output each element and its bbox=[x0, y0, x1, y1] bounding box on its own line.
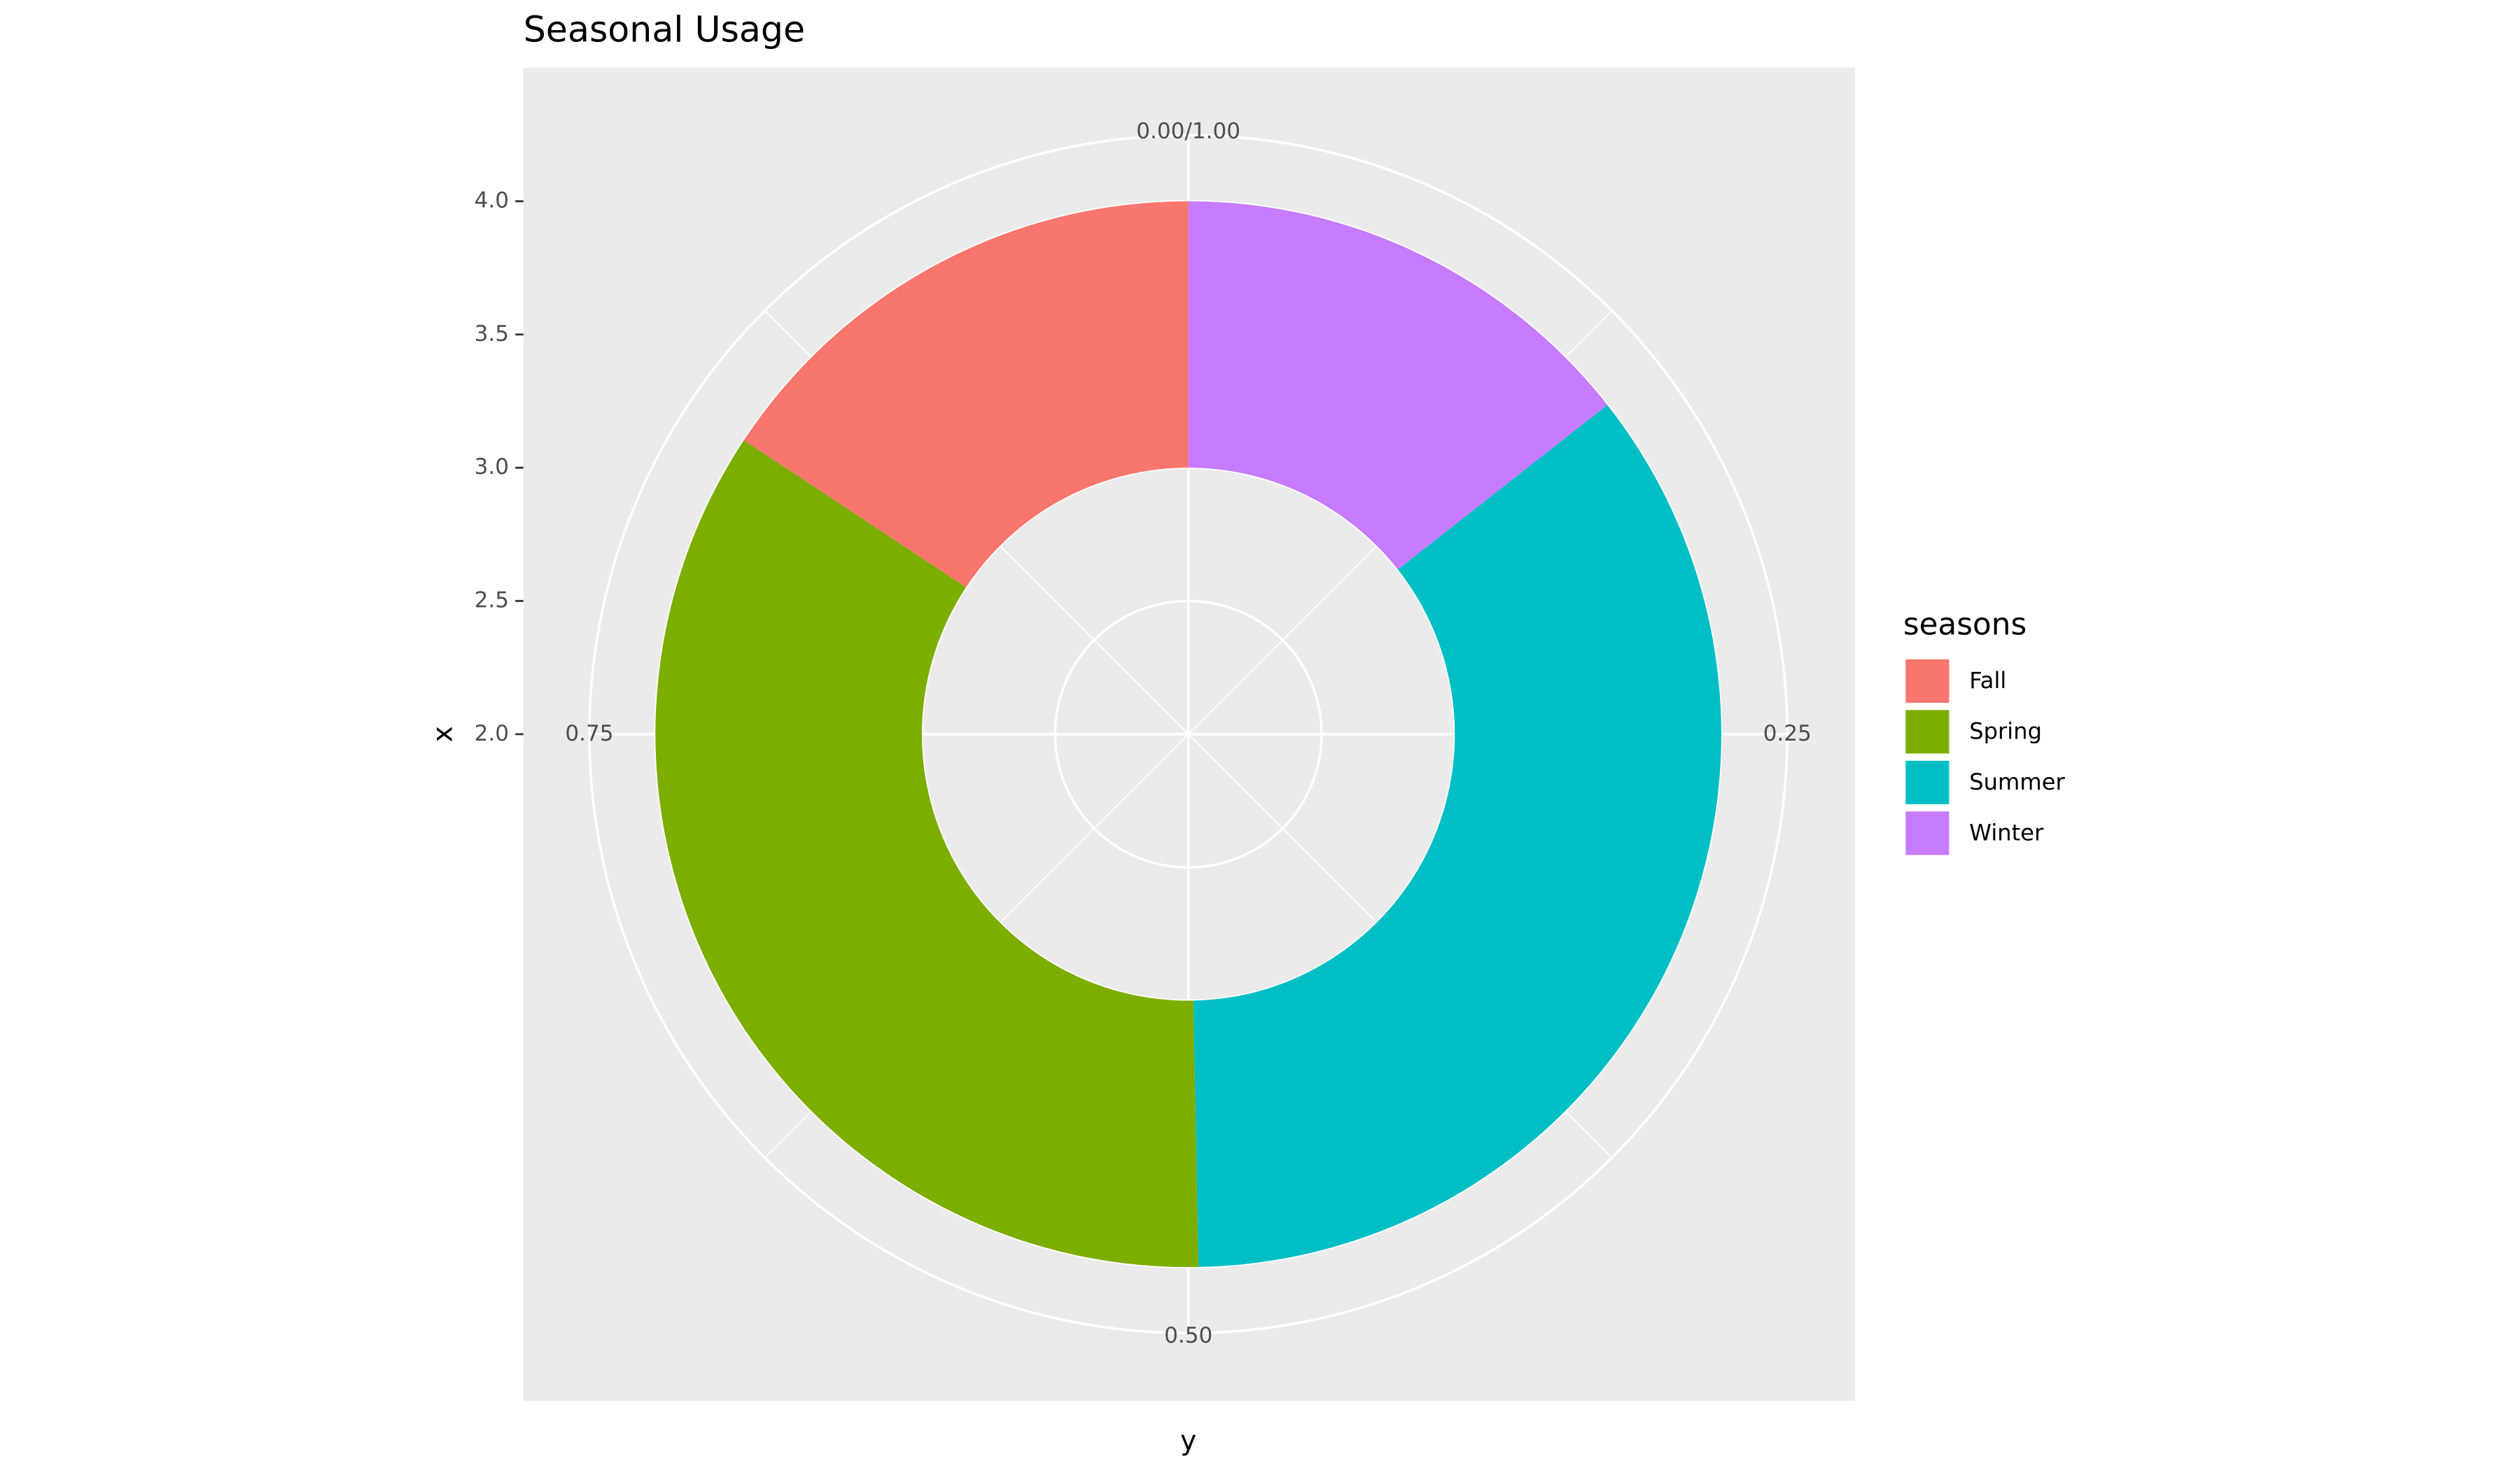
legend-label: Winter bbox=[1969, 819, 2044, 846]
x-axis-title: y bbox=[1180, 1425, 1196, 1457]
x-tick-label: 4.0 bbox=[475, 188, 509, 214]
legend-label: Summer bbox=[1969, 769, 2065, 795]
legend-key bbox=[1904, 809, 1951, 857]
legend-key bbox=[1904, 759, 1951, 806]
x-tick-label: 2.5 bbox=[475, 588, 509, 613]
donut-segment bbox=[743, 201, 1189, 587]
x-tick-label: 3.5 bbox=[475, 321, 509, 346]
grid-circle bbox=[1054, 599, 1323, 869]
angle-tick-label: 0.25 bbox=[1763, 721, 1812, 746]
legend-label: Spring bbox=[1969, 718, 2042, 745]
legend-label: Fall bbox=[1969, 667, 2006, 694]
donut-segment bbox=[1188, 201, 1608, 570]
x-tick-label: 2.0 bbox=[475, 721, 509, 746]
legend-title: seasons bbox=[1903, 607, 2026, 643]
legend-key bbox=[1904, 657, 1951, 705]
y-axis-title: x bbox=[427, 726, 458, 742]
x-tick-label: 3.0 bbox=[475, 454, 509, 479]
angle-tick-label: 0.75 bbox=[565, 721, 613, 746]
chart-title: Seasonal Usage bbox=[524, 9, 805, 50]
legend-key bbox=[1904, 708, 1951, 755]
angle-tick-label: 0.00/1.00 bbox=[1136, 119, 1240, 144]
angle-tick-label: 0.50 bbox=[1164, 1323, 1212, 1348]
donut-segment bbox=[655, 440, 1198, 1268]
donut-segment bbox=[1193, 405, 1721, 1268]
